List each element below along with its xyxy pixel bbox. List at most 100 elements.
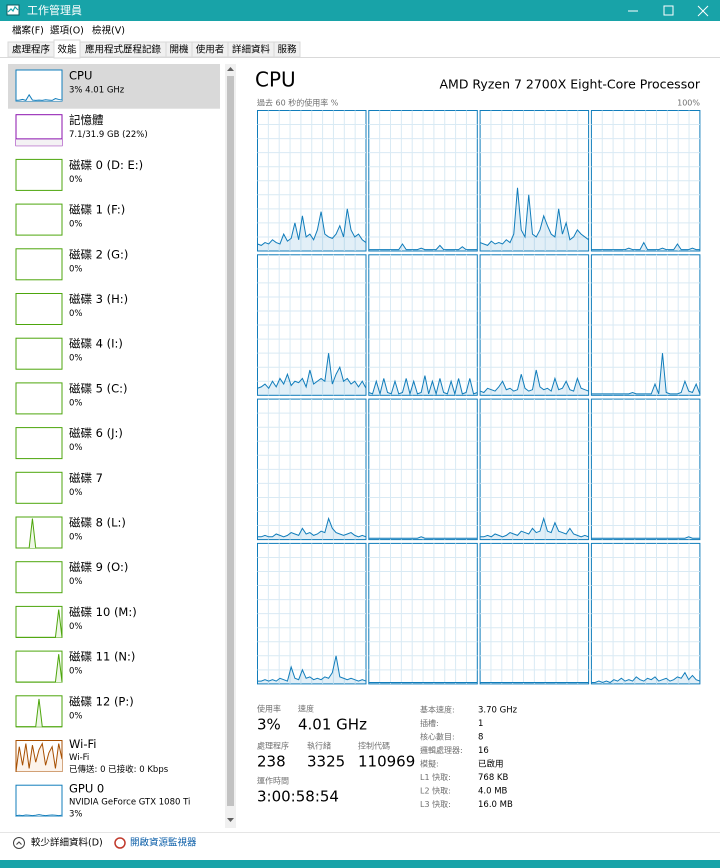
- scroll-down-arrow[interactable]: [227, 818, 234, 822]
- stat-label: 速度: [298, 704, 314, 714]
- device-detail: 0%: [69, 264, 83, 274]
- device-detail-2: 已傳送: 0 已接收: 0 Kbps: [69, 764, 169, 775]
- thumbnail-frame: [15, 158, 63, 191]
- graph-caption: 過去 60 秒的使用率 %: [257, 98, 339, 108]
- spec-label: 插槽:: [420, 718, 439, 728]
- spec-value: 768 KB: [478, 773, 508, 783]
- device-name: 磁碟 7: [69, 471, 103, 485]
- device-detail: 0%: [69, 533, 83, 543]
- resource-monitor-link[interactable]: 開啟資源監視器: [130, 837, 197, 849]
- thumbnail-frame: [15, 248, 63, 281]
- thumbnail-area: [16, 814, 62, 817]
- fewer-details-link[interactable]: 較少詳細資料(D): [31, 837, 103, 849]
- stat-label: 處理程序: [257, 741, 289, 751]
- tab-label[interactable]: 處理程序: [12, 44, 51, 56]
- device-detail: 0%: [69, 443, 83, 453]
- core-usage-line: [479, 369, 589, 394]
- thumbnail-frame: [15, 427, 63, 460]
- device-name: GPU 0: [69, 782, 104, 796]
- scroll-up-arrow[interactable]: [227, 67, 234, 71]
- device-name: 磁碟 11 (N:): [69, 650, 135, 664]
- core-usage-area: [257, 353, 366, 396]
- spec-label: 核心數目:: [420, 732, 455, 742]
- core-usage-area: [368, 243, 478, 251]
- stat-label: 運作時間: [257, 776, 289, 786]
- core-usage-line: [368, 375, 478, 396]
- tab[interactable]: [273, 41, 301, 58]
- tab-label[interactable]: 服務: [277, 44, 297, 56]
- core-usage-line: [257, 353, 367, 390]
- scrollbar-thumb[interactable]: [227, 76, 234, 806]
- thumbnail-frame: [15, 69, 63, 102]
- thumbnail-frame: [15, 516, 63, 549]
- stat-value: 238: [257, 753, 286, 771]
- core-usage-area: [257, 655, 366, 684]
- tab-label[interactable]: 開機: [169, 44, 189, 56]
- menu-item[interactable]: 檢視(V): [92, 25, 125, 37]
- thumbnail-line: [16, 654, 63, 683]
- core-usage-area: [368, 536, 478, 540]
- tab-label[interactable]: 詳細資料: [232, 44, 271, 56]
- tab-label[interactable]: 使用者: [196, 44, 225, 56]
- device-detail: 0%: [69, 622, 83, 632]
- thumbnail-frame: [15, 471, 63, 504]
- thumbnail-frame: [15, 561, 63, 594]
- collapse-icon[interactable]: [13, 837, 25, 849]
- core-usage-line: [257, 208, 367, 246]
- device-detail: 7.1/31.9 GB (22%): [69, 130, 148, 140]
- stat-value: 3%: [257, 716, 281, 734]
- device-detail: NVIDIA GeForce GTX 1080 Ti: [69, 798, 190, 808]
- device-name: 磁碟 10 (M:): [69, 605, 137, 619]
- tab-label[interactable]: 效能: [57, 44, 77, 56]
- spec-label: 模擬:: [420, 759, 439, 769]
- thumbnail-line: [16, 609, 63, 638]
- resource-monitor-icon[interactable]: [114, 837, 126, 849]
- device-detail-2: 3%: [69, 810, 83, 820]
- device-name: 磁碟 1 (F:): [69, 203, 125, 217]
- device-name: 磁碟 6 (J:): [69, 426, 123, 440]
- window-title: 工作管理員: [27, 3, 82, 17]
- collapse-icon-chevron[interactable]: [16, 841, 22, 845]
- device-name: 記憶體: [69, 113, 104, 127]
- thumbnail-frame: [15, 605, 63, 638]
- menu-item[interactable]: 選項(O): [50, 26, 84, 37]
- device-detail: 0%: [69, 309, 83, 319]
- core-usage-line: [591, 241, 700, 251]
- stat-value: 3325: [307, 753, 345, 771]
- thumbnail-area: [16, 654, 62, 683]
- device-name: 磁碟 0 (D: E:): [69, 158, 143, 172]
- maximize-button[interactable]: [663, 5, 674, 16]
- title-bar: [0, 0, 720, 21]
- thumbnail-line: [15, 742, 63, 772]
- processor-name: AMD Ryzen 7 2700X Eight-Core Processor: [439, 77, 700, 92]
- thumbnail-frame: [15, 337, 63, 370]
- device-detail: 0%: [69, 711, 83, 721]
- device-name: 磁碟 5 (C:): [69, 381, 128, 395]
- core-usage-line: [479, 187, 589, 246]
- desktop-strip: [0, 860, 720, 868]
- thumbnail-frame: [15, 293, 63, 325]
- device-detail: 3% 4.01 GHz: [69, 86, 125, 96]
- core-usage-line: [591, 671, 701, 684]
- device-detail: 0%: [69, 220, 83, 230]
- thumbnail-line: [16, 518, 62, 549]
- device-name: 磁碟 4 (I:): [69, 337, 123, 351]
- menu-item[interactable]: 檔案(F): [12, 25, 44, 37]
- spec-value: 8: [478, 733, 483, 743]
- device-detail: 0%: [69, 488, 83, 498]
- tab-label[interactable]: 應用程式歷程記錄: [85, 44, 162, 56]
- thumbnail-area: [16, 94, 62, 101]
- graph-max-label: 100%: [677, 99, 700, 108]
- core-usage-line: [368, 243, 478, 251]
- device-detail: 0%: [69, 354, 83, 364]
- core-usage-line: [257, 516, 367, 538]
- close-button[interactable]: [697, 5, 709, 17]
- core-usage-line: [257, 655, 367, 682]
- core-usage-line: [480, 516, 589, 538]
- device-detail: 0%: [69, 667, 83, 677]
- cpu-heading: CPU: [255, 68, 296, 92]
- stat-value: 110969: [358, 753, 415, 771]
- core-usage-area: [257, 518, 366, 540]
- device-name: 磁碟 8 (L:): [69, 516, 126, 530]
